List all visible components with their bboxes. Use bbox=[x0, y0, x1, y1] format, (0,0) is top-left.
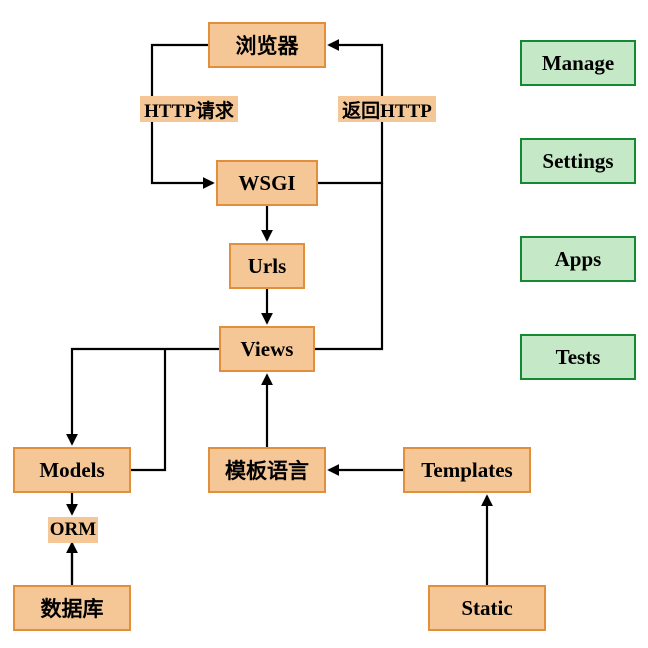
node-tests: Tests bbox=[520, 334, 636, 380]
node-manage: Manage bbox=[520, 40, 636, 86]
edges-layer bbox=[0, 0, 648, 648]
node-wsgi: WSGI bbox=[216, 160, 318, 206]
label-orm: ORM bbox=[48, 517, 98, 543]
node-views: Views bbox=[219, 326, 315, 372]
node-settings: Settings bbox=[520, 138, 636, 184]
diagram-stage: HTTP请求 返回HTTP ORM 浏览器 WSGI Urls Views Models 模板语… bbox=[0, 0, 648, 648]
node-apps: Apps bbox=[520, 236, 636, 282]
edge-views-to-models bbox=[72, 349, 219, 444]
node-templates: Templates bbox=[403, 447, 531, 493]
node-models: Models bbox=[13, 447, 131, 493]
node-template: 模板语言 bbox=[208, 447, 326, 493]
label-http_req: HTTP请求 bbox=[140, 96, 238, 122]
node-static: Static bbox=[428, 585, 546, 631]
edge-views-to-wsgi-right bbox=[315, 183, 382, 349]
node-urls: Urls bbox=[229, 243, 305, 289]
node-browser: 浏览器 bbox=[208, 22, 326, 68]
label-http_res: 返回HTTP bbox=[338, 96, 436, 122]
edge-models-to-views bbox=[131, 349, 165, 470]
node-database: 数据库 bbox=[13, 585, 131, 631]
